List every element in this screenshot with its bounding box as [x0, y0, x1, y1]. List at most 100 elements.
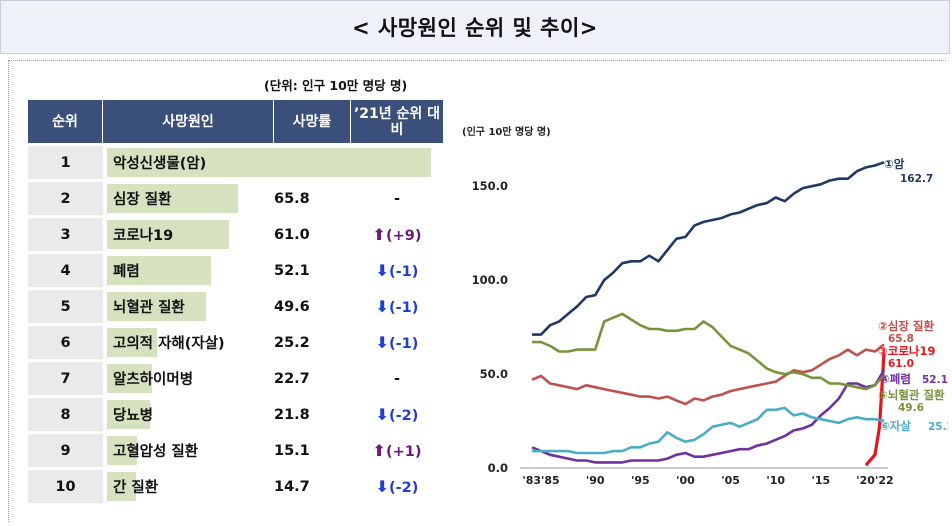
unit-note: (단위: 인구 10만 명당 명) — [264, 78, 408, 93]
rate-cell: 15.1 — [274, 442, 310, 459]
table-row: 5 뇌혈관 질환 49.6 ⬇(-1) — [28, 290, 443, 323]
arrow-down-icon: ⬇ — [375, 477, 390, 496]
rate-cell: 61.0 — [274, 226, 310, 243]
header-cause: 사망원인 — [103, 100, 274, 143]
y-tick-label: 100.0 — [472, 273, 508, 287]
rate-cell: 22.7 — [274, 370, 310, 387]
cause-rate-bar — [107, 400, 151, 429]
y-tick-label: 0.0 — [488, 461, 508, 475]
rank-cell: 3 — [28, 218, 103, 251]
arrow-up-icon: ⬆ — [372, 225, 386, 244]
series-value-label: 25.2 — [928, 421, 948, 433]
ranking-table: 순위 사망원인 사망률 ’21년 순위 대비 1악성신생물(암)162.7-2심… — [28, 97, 443, 506]
change-cell: ⬇(-1) — [351, 290, 443, 323]
cause-label: 폐렴 — [113, 264, 140, 280]
x-tick-label: '10 — [766, 474, 785, 487]
change-cell: ⬇(-2) — [351, 398, 443, 431]
cause-cell: 고의적 자해(자살) — [103, 326, 274, 359]
cause-cell: 당뇨병 — [103, 398, 274, 431]
series-line — [531, 343, 885, 406]
series-line — [532, 406, 885, 455]
line-chart: (인구 10만 명당 명) 0.0 50.0 100.0 150.0 '83'85 '9… — [462, 125, 948, 487]
change-label: (-1) — [389, 264, 419, 280]
change-label: (-2) — [389, 480, 419, 496]
cause-label: 알츠하이머병 — [113, 372, 194, 388]
table-row: 7 알츠하이머병 22.7 - — [28, 362, 443, 395]
content-frame — [8, 60, 946, 522]
cause-label: 고의적 자해(자살) — [113, 336, 225, 352]
header-rate: 사망률 — [274, 100, 351, 143]
y-tick-label: 50.0 — [480, 367, 508, 381]
y-tick-label: 150.0 — [472, 179, 508, 193]
series-lines — [531, 161, 886, 467]
table-row: 8 당뇨병 21.8 ⬇(-2) — [28, 398, 443, 431]
cause-rate-bar — [107, 256, 211, 285]
rank-cell: 2 — [28, 182, 103, 215]
change-cell: ⬇(-2) — [351, 470, 443, 503]
change-cell: - — [351, 362, 443, 395]
series-value-label: 162.7 — [900, 173, 933, 185]
rank-cell: 9 — [28, 434, 103, 467]
rank-cell: 1 — [28, 146, 103, 179]
cause-cell: 심장 질환 — [103, 182, 274, 215]
cause-rate-bar — [107, 292, 206, 321]
rank-cell: 8 — [28, 398, 103, 431]
cause-cell: 뇌혈관 질환 — [103, 290, 274, 323]
change-label: - — [393, 370, 401, 387]
rate-cell: 52.1 — [274, 262, 310, 279]
rate-cell: 25.2 — [274, 334, 310, 351]
change-cell: ⬇(-1) — [351, 326, 443, 359]
x-tick-label: '95 — [631, 474, 650, 487]
series-value-label: 49.6 — [898, 402, 924, 414]
cause-label: 간 질환 — [113, 480, 159, 496]
table-row: 2 심장 질환 65.8 - — [28, 182, 443, 215]
cause-label: 고혈압성 질환 — [113, 444, 199, 460]
header-change: ’21년 순위 대비 — [351, 100, 443, 143]
cause-cell: 간 질환 — [103, 470, 274, 503]
cause-cell: 알츠하이머병 — [103, 362, 274, 395]
table-row: 10 간 질환 14.7 ⬇(-2) — [28, 470, 443, 503]
change-cell: ⬇(-1) — [351, 254, 443, 287]
cause-label: 악성신생물(암) — [113, 156, 207, 172]
series-name-label: ⑥자살 — [880, 419, 911, 433]
cause-label: 코로나19 — [113, 228, 174, 244]
chart-unit-label: (인구 10만 명당 명) — [462, 125, 551, 138]
cause-rate-bar — [107, 328, 158, 357]
change-cell: ⬆(+9) — [351, 218, 443, 251]
rate-cell: 21.8 — [274, 406, 310, 423]
series-value-label: 61.0 — [888, 358, 914, 370]
arrow-down-icon: ⬇ — [375, 261, 390, 280]
cause-label: 당뇨병 — [113, 408, 154, 424]
cause-label: 뇌혈관 질환 — [113, 300, 185, 316]
series-name-label: ②심장 질환 — [878, 319, 934, 333]
series-name-label: ④폐렴 — [880, 372, 911, 386]
x-tick-label: '05 — [721, 474, 740, 487]
cause-cell: 고혈압성 질환 — [103, 434, 274, 467]
cause-cell: 폐렴 — [103, 254, 274, 287]
table-row: 6 고의적 자해(자살) 25.2 ⬇(-1) — [28, 326, 443, 359]
cause-rate-bar — [107, 436, 138, 465]
table-row: 4 폐렴 52.1 ⬇(-1) — [28, 254, 443, 287]
x-tick-label: '83'85 — [522, 474, 559, 487]
series-value-label: 52.1 — [922, 374, 948, 386]
table-header-row: 순위 사망원인 사망률 ’21년 순위 대비 — [28, 100, 443, 143]
series-value-label: 65.8 — [888, 333, 914, 345]
table-row: 9 고혈압성 질환 15.1 ⬆(+1) — [28, 434, 443, 467]
cause-cell: 코로나19 — [103, 218, 274, 251]
rank-cell: 10 — [28, 470, 103, 503]
rank-cell: 4 — [28, 254, 103, 287]
cause-rate-bar — [107, 364, 153, 393]
change-label: - — [393, 190, 401, 207]
x-tick-label: '20'22 — [856, 474, 893, 487]
cause-cell: 악성신생물(암) — [103, 146, 431, 179]
series-line — [531, 369, 886, 464]
cause-rate-bar — [107, 184, 238, 213]
header-rank: 순위 — [28, 100, 103, 143]
series-line — [532, 312, 885, 391]
change-label: (-2) — [389, 408, 419, 424]
x-tick-label: '00 — [676, 474, 695, 487]
x-tick-label: '15 — [811, 474, 830, 487]
title-bar: < 사망원인 순위 및 추이> — [0, 0, 950, 54]
change-label: (+1) — [385, 444, 422, 460]
